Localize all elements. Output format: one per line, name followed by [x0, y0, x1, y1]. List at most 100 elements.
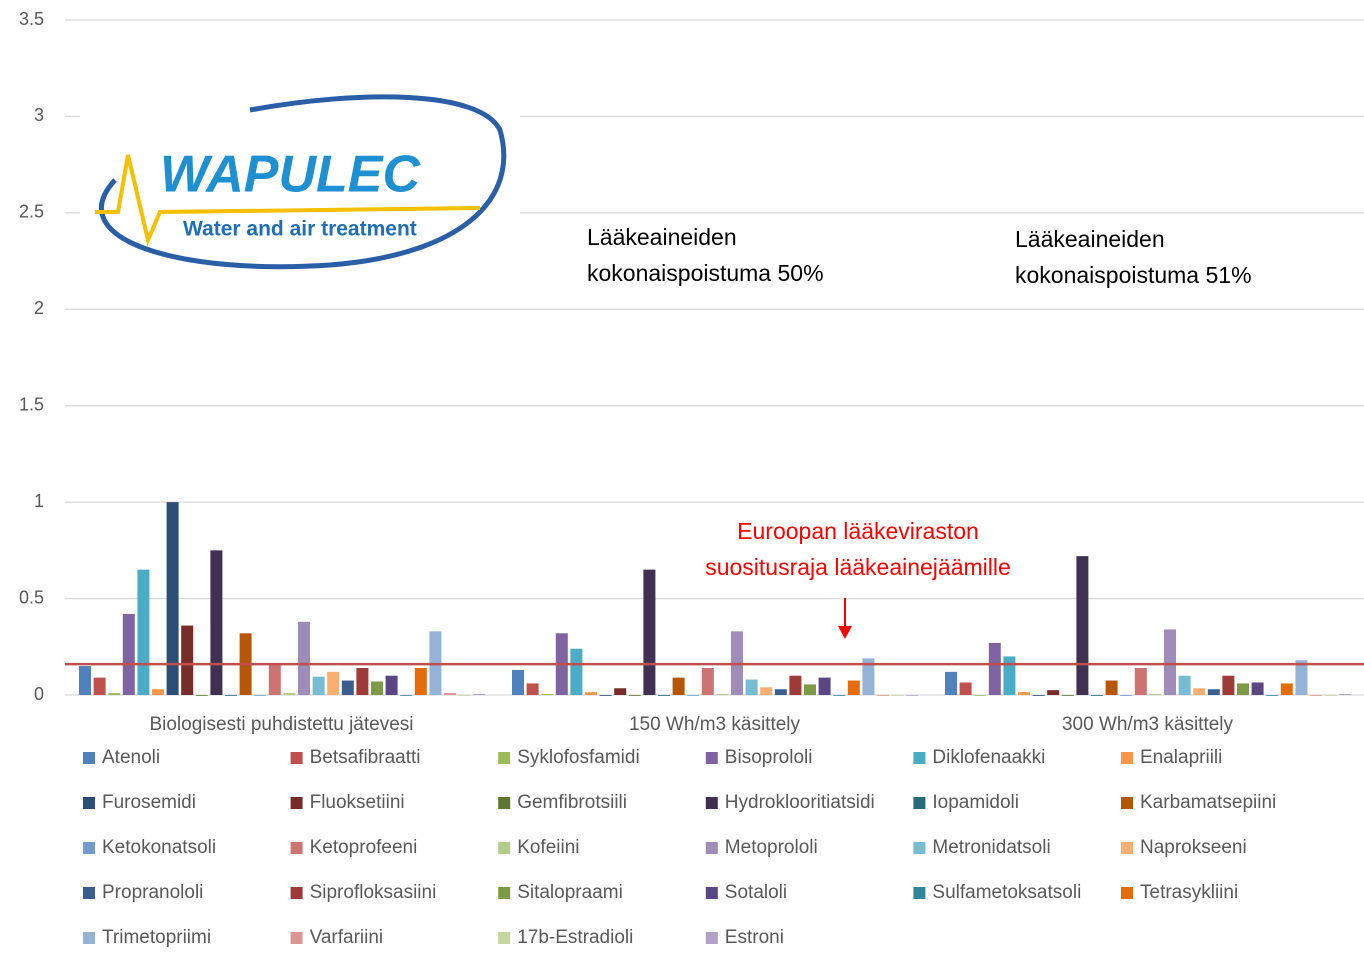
bar [356, 668, 369, 695]
legend-label: Iopamidoli [932, 792, 1019, 813]
bar [1061, 695, 1074, 696]
annotation: suositusraja lääkeainejäämille [705, 554, 1011, 580]
annotation: Lääkeaineiden [587, 224, 737, 250]
bar [789, 675, 802, 695]
bar [1280, 683, 1293, 695]
annotation: kokonaispoistuma 50% [587, 260, 824, 286]
legend-label: Estroni [725, 927, 784, 948]
bar [458, 695, 471, 696]
legend-swatch [83, 797, 95, 809]
y-tick-label: 1.5 [19, 394, 44, 414]
legend-label: Gemfibrotsiili [517, 792, 627, 813]
bar [283, 693, 296, 695]
bar [312, 676, 325, 695]
bar [745, 679, 758, 695]
legend-label: Karbamatsepiini [1140, 792, 1276, 813]
legend-label: Metronidatsoli [932, 837, 1050, 858]
bar [526, 683, 539, 695]
bar [614, 688, 627, 695]
bar [385, 675, 398, 695]
legend-label: Sitalopraami [517, 882, 623, 903]
y-tick-label: 2 [34, 298, 44, 318]
y-tick-label: 3 [34, 105, 44, 125]
bar [959, 682, 972, 695]
legend-swatch [498, 842, 511, 854]
y-tick-label: 1 [34, 491, 44, 511]
legend-swatch [83, 842, 95, 854]
x-tick-label: 150 Wh/m3 käsittely [629, 714, 801, 735]
legend-label: Hydroklooritiatsidi [725, 792, 875, 813]
legend-label: Varfariini [310, 927, 384, 948]
y-tick-label: 3.5 [19, 9, 44, 29]
x-tick-label: Biologisesti puhdistettu jätevesi [149, 714, 413, 735]
bar [833, 695, 846, 696]
bar [988, 642, 1001, 695]
legend-swatch [83, 932, 95, 944]
legend-label: Metoprololi [725, 837, 818, 858]
bar [108, 693, 121, 695]
bar [122, 614, 135, 695]
bar [298, 621, 310, 695]
legend-label: Diklofenaakki [932, 747, 1045, 768]
bar [945, 671, 957, 695]
bar [847, 680, 860, 695]
legend-label: 17b-Estradioli [517, 927, 633, 948]
legend-swatch [705, 887, 718, 899]
logo-name: WAPULEC [160, 146, 421, 204]
bar [1310, 695, 1322, 696]
annotation: Lääkeaineiden [1015, 226, 1165, 252]
bar [181, 625, 194, 695]
bar [1047, 690, 1060, 695]
bar [444, 693, 456, 695]
legend-label: Betsafibraatti [310, 747, 421, 768]
bar [1178, 675, 1191, 695]
bar [1134, 668, 1147, 695]
legend-label: Bisoprololi [725, 747, 813, 768]
bar [877, 695, 889, 696]
legend-label: Ketokonatsoli [102, 837, 216, 858]
legend-label: Trimetopriimi [102, 927, 211, 948]
bar [906, 695, 919, 696]
annotation-arrowhead [838, 626, 852, 639]
legend-label: Fluoksetiini [310, 792, 405, 813]
bar [254, 695, 267, 696]
y-tick-label: 2.5 [19, 202, 44, 222]
bar [1324, 695, 1337, 696]
legend-swatch [705, 842, 718, 854]
legend-swatch [1121, 842, 1133, 854]
bar [1105, 680, 1118, 695]
legend-swatch [1121, 887, 1133, 899]
bar [760, 687, 773, 695]
bar [672, 677, 685, 695]
bar [225, 695, 237, 696]
bar [1032, 695, 1045, 696]
bar [974, 695, 987, 696]
legend-label: Ketoprofeeni [310, 837, 418, 858]
bar [137, 569, 150, 695]
bar [804, 684, 816, 695]
legend-swatch [498, 887, 511, 899]
bar [628, 695, 641, 696]
legend-swatch [290, 887, 303, 899]
bar [585, 692, 597, 695]
bar [701, 668, 714, 695]
bar [473, 694, 486, 695]
bar [371, 681, 383, 695]
legend-swatch [290, 842, 303, 854]
x-tick-label: 300 Wh/m3 käsittely [1062, 714, 1234, 735]
grid [65, 19, 1364, 696]
legend-swatch [498, 932, 511, 944]
legend-label: Kofeiini [517, 837, 579, 858]
bar [541, 694, 554, 695]
logo: WAPULEC Water and air treatment [80, 94, 520, 275]
bar [862, 658, 875, 695]
bar [1164, 629, 1176, 695]
logo-tagline: Water and air treatment [183, 218, 417, 241]
bar [643, 569, 656, 695]
bar [687, 695, 700, 696]
bar [400, 695, 413, 696]
legend-label: Tetrasykliini [1140, 882, 1238, 903]
bar [1266, 695, 1279, 696]
bar [1207, 689, 1220, 695]
bar [341, 680, 354, 695]
